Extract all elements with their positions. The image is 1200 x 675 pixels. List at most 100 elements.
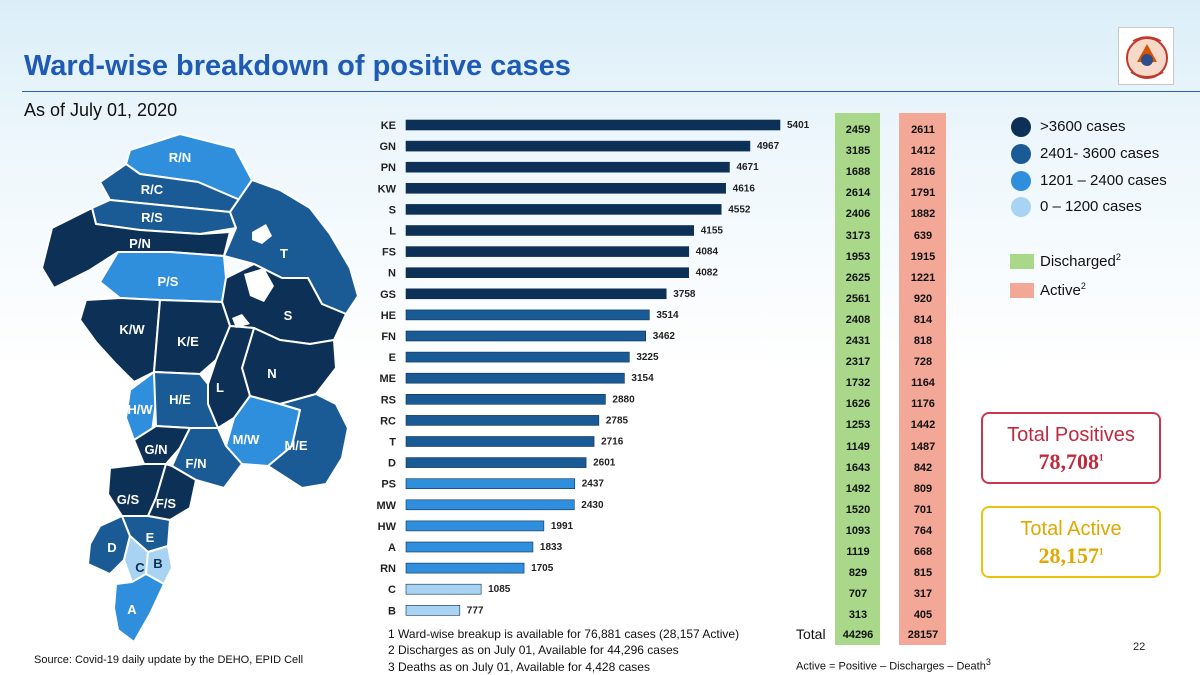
discharged-cell: 1253: [837, 415, 879, 436]
map-label-rc: R/C: [141, 182, 164, 197]
map-label-gs: G/S: [117, 492, 140, 507]
active-cell: 1487: [902, 436, 944, 457]
ward-region-me: [267, 393, 349, 489]
active-cell: 818: [902, 331, 944, 351]
map-label-me: M/E: [284, 438, 307, 453]
total-label: Total: [796, 626, 826, 642]
bar-hw: [405, 520, 545, 532]
discharged-cell: 2614: [837, 183, 879, 204]
active-cell: 815: [902, 563, 944, 584]
active-cell: 668: [902, 542, 944, 562]
map-label-mw: M/W: [233, 432, 260, 447]
bar-rc: [405, 415, 600, 426]
discharged-cell: 1626: [837, 394, 879, 415]
discharged-cell: 1953: [837, 246, 879, 267]
ward-region-kw: [79, 297, 161, 383]
bar-fs: [405, 246, 690, 257]
bar-category-label: PN: [381, 162, 396, 174]
discharged-cell: 3173: [837, 225, 879, 246]
total-positives-label: Total Positives: [1007, 424, 1135, 446]
active-cell: 842: [902, 457, 944, 478]
bar-category-label: MW: [376, 500, 396, 512]
bar-value-label: 2880: [612, 394, 635, 405]
active-cell: 405: [902, 605, 944, 626]
map-label-a: A: [127, 602, 137, 617]
bar-category-label: RC: [380, 415, 396, 427]
bar-value-label: 3225: [636, 352, 659, 363]
title-divider: [22, 91, 1200, 92]
total-positives-box: Total Positives 78,7081: [981, 412, 1161, 484]
discharged-cell: 2408: [837, 309, 879, 330]
total-active-value: 28,1571: [1038, 543, 1104, 568]
bar-value-label: 4082: [696, 268, 719, 279]
bar-value-label: 3758: [673, 289, 696, 300]
active-cell: 2611: [902, 120, 944, 140]
active-cell: 1791: [902, 183, 944, 204]
bar-category-label: C: [388, 584, 396, 596]
bar-category-label: GN: [380, 141, 397, 153]
map-label-t: T: [280, 246, 288, 261]
discharged-cell: 1643: [837, 457, 879, 478]
total-positives-value: 78,7081: [1038, 449, 1104, 474]
legend-label-tier4: 0 – 1200 cases: [1040, 198, 1142, 215]
legend-label-tier2: 2401- 3600 cases: [1040, 145, 1160, 162]
bar-value-label: 4155: [701, 226, 724, 237]
legend-label-active: Active2: [1040, 281, 1086, 299]
discharged-cell: 1149: [837, 436, 879, 457]
bar-value-label: 5401: [787, 120, 810, 131]
legend-label-discharged: Discharged2: [1040, 252, 1121, 270]
bar-category-label: ME: [380, 373, 397, 385]
page-title: Ward-wise breakdown of positive cases: [24, 50, 571, 82]
legend-swatch-active: [1010, 283, 1034, 298]
bar-gs: [405, 288, 667, 300]
discharged-cell: 2625: [837, 267, 879, 288]
bar-value-label: 4967: [757, 141, 780, 152]
map-label-c: C: [135, 560, 145, 575]
map-label-ps: P/S: [158, 274, 179, 289]
bar-value-label: 4616: [733, 183, 756, 194]
active-cell: 1442: [902, 415, 944, 436]
discharged-cell: 2431: [837, 331, 879, 351]
discharged-cell: 1119: [837, 542, 879, 562]
bar-category-label: N: [388, 268, 396, 280]
bar-value-label: 2430: [581, 500, 604, 511]
bar-kw: [405, 183, 726, 194]
ward-region-pn: [41, 207, 231, 289]
discharged-cell: 3185: [837, 141, 879, 162]
active-cell: 639: [902, 225, 944, 246]
bar-category-label: T: [389, 437, 396, 449]
bar-category-label: KW: [378, 183, 397, 195]
active-formula: Active = Positive – Discharges – Death3: [796, 657, 991, 673]
active-cell: 701: [902, 499, 944, 520]
bar-category-label: HE: [381, 310, 396, 322]
active-cell: 764: [902, 520, 944, 541]
footnote-3: 3 Deaths as on July 01, Available for 4,…: [388, 660, 650, 674]
bar-value-label: 3514: [656, 310, 679, 321]
legend-label-tier3: 1201 – 2400 cases: [1040, 172, 1167, 189]
active-cell: 317: [902, 584, 944, 605]
discharged-cell: 2561: [837, 288, 879, 309]
bar-he: [405, 309, 650, 321]
bar-fn: [405, 330, 647, 342]
active-cell: 1882: [902, 204, 944, 225]
map-label-kw: K/W: [119, 322, 145, 337]
total-active-label: Total Active: [1020, 518, 1122, 540]
bar-e: [405, 351, 630, 363]
discharged-cell: 829: [837, 563, 879, 584]
bar-value-label: 4671: [736, 162, 759, 173]
active-cell: 920: [902, 288, 944, 309]
bar-value-label: 2716: [601, 437, 624, 448]
total-active-box: Total Active 28,1571: [981, 506, 1161, 578]
discharged-cell: 2459: [837, 120, 879, 140]
bar-value-label: 1705: [531, 563, 554, 574]
map-label-rn: R/N: [169, 150, 191, 165]
bar-a: [405, 541, 534, 553]
bar-category-label: KE: [381, 120, 396, 132]
bar-value-label: 3462: [653, 331, 676, 342]
ward-bar-chart: KE 5401 GN 4967 PN 4671 KW 4616 S 4552 L 4155 FS 4084…: [376, 119, 810, 617]
bar-category-label: S: [389, 204, 396, 216]
bar-category-label: FN: [381, 331, 396, 343]
bar-value-label: 4084: [696, 247, 719, 258]
active-cell: 1412: [902, 141, 944, 162]
map-label-fn: F/N: [186, 456, 207, 471]
